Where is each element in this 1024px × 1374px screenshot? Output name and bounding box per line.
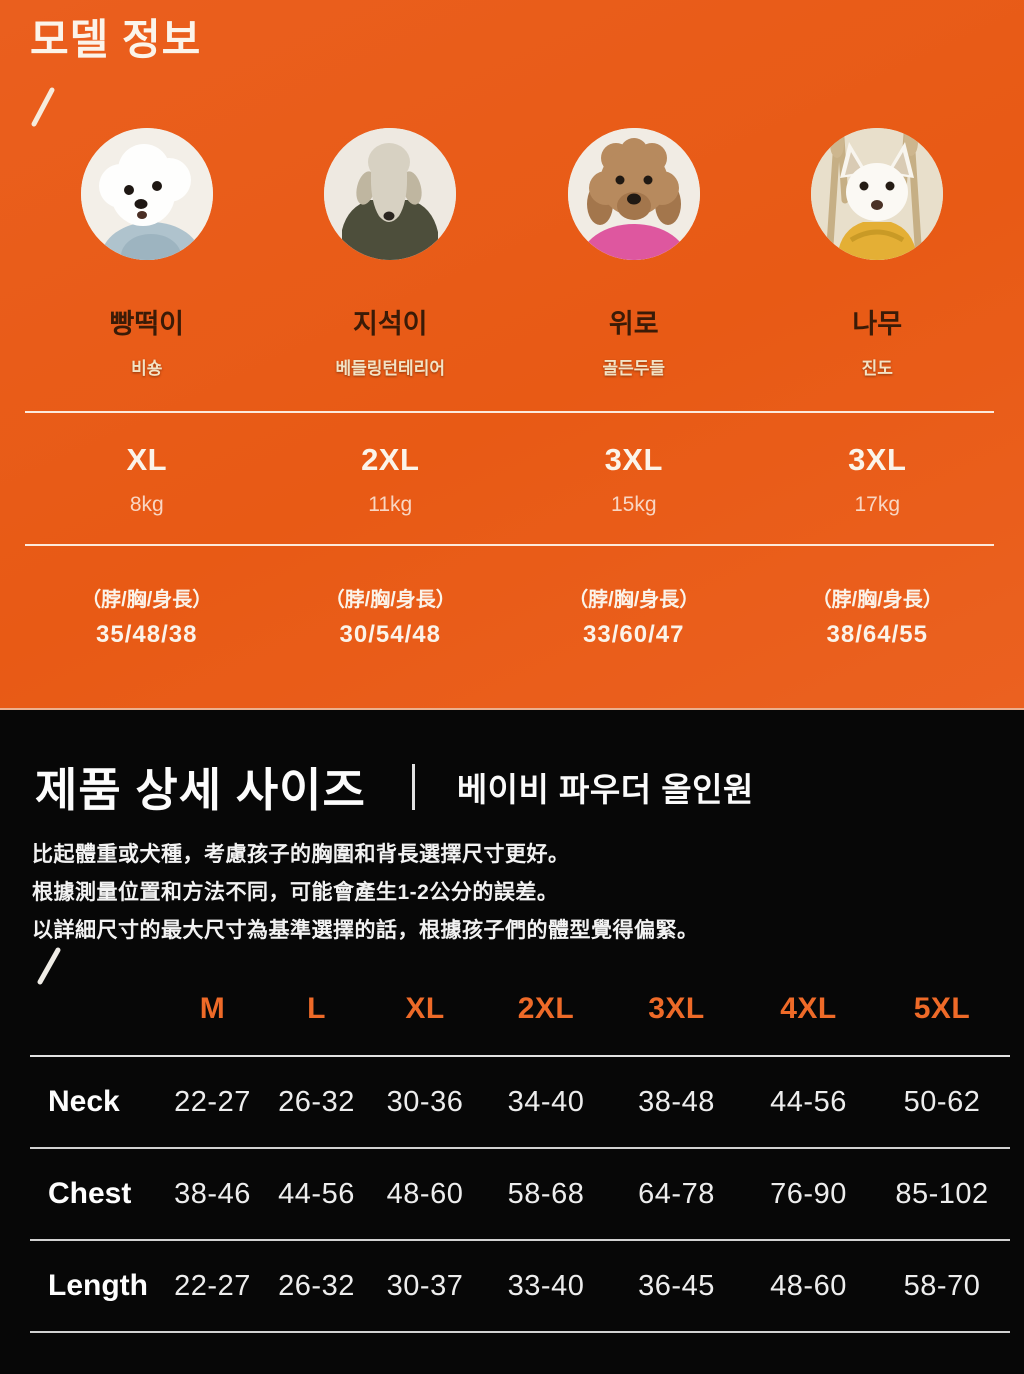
table-cell: 64-78 [638,1177,715,1210]
model-name: 빵떡이 [109,309,185,339]
table-cell: 38-48 [638,1085,715,1118]
size-section-header: 제품 상세 사이즈 베이비 파우더 올인원 [35,754,754,820]
model-info-title: 모델 정보 [30,16,202,63]
table-cell: 85-102 [895,1177,989,1210]
table-row-neck: Neck 22-27 26-32 30-36 34-40 38-48 44-56… [30,1057,1010,1149]
model-breed: 베들링턴테리어 [335,359,445,378]
slash-icon [36,946,62,991]
model-info-section: 모델 정보 빵떡이 비숑 [0,0,1024,710]
model-measure-cell: （脖/胸/身長） 38/64/55 [756,583,1000,649]
model-breed: 비숑 [131,359,163,378]
table-cell: 26-32 [278,1085,355,1118]
model-size-cell: 3XL 17kg [756,442,1000,517]
product-size-section: 제품 상세 사이즈 베이비 파우더 올인원 比起體重或犬種，考慮孩子的胸圍和背長… [0,710,1024,1372]
table-cell: 58-68 [507,1177,585,1210]
row-label: Chest [48,1177,132,1210]
model-measure-cell: （脖/胸/身長） 33/60/47 [512,583,756,649]
model-card: 위로 골든두들 [512,128,756,379]
model-list: 빵떡이 비숑 지석이 베들링턴테리어 [25,128,999,379]
table-cell: 22-27 [174,1085,251,1118]
table-cell: 30-37 [386,1269,464,1302]
goldendoodle-dog-photo [567,128,700,260]
measure-label: （脖/胸/身長） [811,589,943,611]
bichon-dog-photo [80,128,213,260]
measure-label: （脖/胸/身長） [568,589,700,611]
row-label: Neck [48,1085,120,1118]
jindo-dog-photo [811,128,944,260]
model-size-cell: XL 8kg [25,442,269,517]
measure-label: （脖/胸/身長） [324,589,456,611]
model-size: 3XL [848,442,907,477]
measure-label: （脖/胸/身長） [81,589,213,611]
model-weight: 8kg [129,493,164,516]
model-weight: 17kg [854,493,901,516]
size-chart-table: M L XL 2XL 3XL 4XL 5XL Neck 22-27 26-32 … [30,962,1010,1333]
model-size-cell: 2XL 11kg [269,442,513,517]
table-cell: 48-60 [386,1177,464,1210]
product-name: 베이비 파우더 올인원 [456,771,754,808]
size-section-title: 제품 상세 사이즈 [35,764,366,816]
model-size-cell: 3XL 15kg [512,442,756,517]
size-table-header-row: M L XL 2XL 3XL 4XL 5XL [30,962,1010,1057]
table-cell: 44-56 [278,1177,355,1210]
model-card: 빵떡이 비숑 [25,128,269,379]
model-breed: 진도 [861,359,893,378]
table-cell: 34-40 [507,1085,585,1118]
table-cell: 30-36 [386,1085,464,1118]
model-size: 2XL [361,442,420,477]
column-header: M [199,991,226,1025]
bedlington-terrier-dog-photo [324,128,457,260]
measure-values: 30/54/48 [339,621,441,648]
table-cell: 36-45 [638,1269,715,1302]
column-header: 2XL [517,991,575,1025]
table-cell: 76-90 [770,1177,847,1210]
vertical-bar-separator [411,764,415,810]
model-card: 지석이 베들링턴테리어 [269,128,513,379]
sizing-note: 以詳細尺寸的最大尺寸為基準選擇的話，根據孩子們的體型覺得偏緊。 [32,919,699,942]
measure-values: 33/60/47 [583,621,685,648]
model-name: 나무 [852,309,903,339]
divider [25,544,994,546]
table-cell: 33-40 [507,1269,585,1302]
divider [25,411,994,413]
table-row-chest: Chest 38-46 44-56 48-60 58-68 64-78 76-9… [30,1149,1010,1241]
model-size: XL [126,442,168,477]
table-cell: 50-62 [903,1085,981,1118]
table-cell: 58-70 [903,1269,981,1302]
table-cell: 48-60 [770,1269,847,1302]
sizing-note: 比起體重或犬種，考慮孩子的胸圍和背長選擇尺寸更好。 [32,843,570,866]
measure-values: 38/64/55 [826,621,928,648]
model-measure-cell: （脖/胸/身長） 35/48/38 [25,583,269,649]
sizing-note: 根據測量位置和方法不同，可能會產生1-2公分的誤差。 [32,881,559,904]
column-header: L [307,991,326,1025]
table-row-length: Length 22-27 26-32 30-37 33-40 36-45 48-… [30,1241,1010,1333]
model-breed: 골든두들 [602,359,666,378]
model-measure-cell: （脖/胸/身長） 30/54/48 [269,583,513,649]
model-weight: 15kg [610,493,657,516]
sizing-notes: 比起體重或犬種，考慮孩子的胸圍和背長選擇尺寸更好。 根據測量位置和方法不同，可能… [32,836,699,950]
model-card: 나무 진도 [756,128,1000,379]
column-header: 5XL [913,991,971,1025]
model-measurements-row: （脖/胸/身長） 35/48/38 （脖/胸/身長） 30/54/48 （脖/胸… [25,583,999,649]
table-cell: 38-46 [174,1177,251,1210]
row-label: Length [48,1269,148,1302]
table-cell: 44-56 [770,1085,847,1118]
measure-values: 35/48/38 [96,621,198,648]
model-name: 위로 [608,309,659,339]
model-weight: 11kg [368,493,413,516]
slash-icon [30,86,56,133]
column-header: 4XL [780,991,837,1025]
model-size: 3XL [604,442,663,477]
column-header: XL [405,991,445,1025]
table-cell: 26-32 [278,1269,355,1302]
column-header: 3XL [648,991,705,1025]
model-name: 지석이 [352,309,428,339]
model-sizes-row: XL 8kg 2XL 11kg 3XL 15kg 3XL 17kg [25,442,999,517]
table-cell: 22-27 [174,1269,251,1302]
